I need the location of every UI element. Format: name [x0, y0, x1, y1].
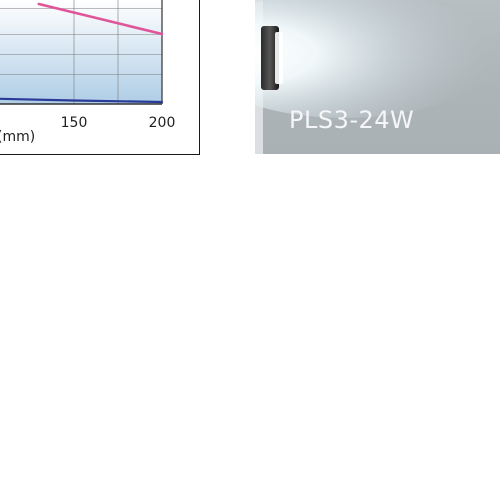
plot-area	[0, 0, 162, 104]
series-line-pink	[37, 2, 164, 36]
lamp-lens	[275, 32, 283, 84]
lamp-body	[261, 26, 279, 90]
light-beam	[255, 0, 495, 118]
chart-panel: 150 200 (mm)	[0, 0, 200, 155]
line-chart: 150 200 (mm)	[0, 0, 176, 145]
light-source-image	[255, 0, 495, 154]
product-model-caption: PLS3-24W	[289, 106, 415, 134]
x-axis-unit-label: (mm)	[0, 129, 35, 145]
x-tick-label-200: 200	[149, 115, 176, 131]
grid-lines	[0, 0, 162, 104]
x-tick-label-150: 150	[61, 115, 88, 131]
series-line-blue	[0, 97, 164, 104]
product-photo: PLS3-24W	[255, 0, 500, 154]
series-lines	[0, 2, 164, 104]
